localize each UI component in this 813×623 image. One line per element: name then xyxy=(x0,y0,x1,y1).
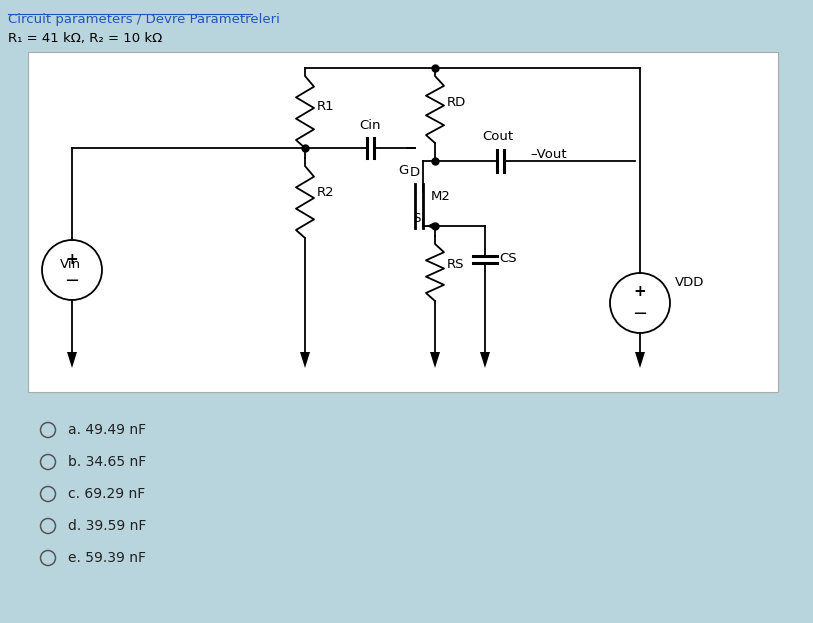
Text: R1: R1 xyxy=(317,100,335,113)
Text: CS: CS xyxy=(499,252,516,265)
Text: D: D xyxy=(410,166,420,179)
Polygon shape xyxy=(635,352,645,368)
Text: c. 69.29 nF: c. 69.29 nF xyxy=(68,487,146,501)
Text: b. 34.65 nF: b. 34.65 nF xyxy=(68,455,146,469)
Text: S: S xyxy=(414,211,421,224)
Text: d. 39.59 nF: d. 39.59 nF xyxy=(68,519,146,533)
Text: +: + xyxy=(66,252,78,267)
Text: VDD: VDD xyxy=(675,277,704,290)
Text: a. 49.49 nF: a. 49.49 nF xyxy=(68,423,146,437)
Text: −: − xyxy=(633,305,648,323)
Text: Circuit parameters / Devre Parametreleri: Circuit parameters / Devre Parametreleri xyxy=(8,13,280,26)
Text: Cin: Cin xyxy=(359,119,380,132)
FancyBboxPatch shape xyxy=(28,52,778,392)
Text: −: − xyxy=(64,272,80,290)
Text: e. 59.39 nF: e. 59.39 nF xyxy=(68,551,146,565)
Text: R₁ = 41 kΩ, R₂ = 10 kΩ: R₁ = 41 kΩ, R₂ = 10 kΩ xyxy=(8,32,163,45)
Text: Cout: Cout xyxy=(482,130,514,143)
Text: RS: RS xyxy=(447,257,464,270)
Polygon shape xyxy=(480,352,490,368)
Text: R2: R2 xyxy=(317,186,335,199)
Text: –Vout: –Vout xyxy=(530,148,567,161)
Polygon shape xyxy=(67,352,77,368)
Text: M2: M2 xyxy=(431,189,451,202)
Text: G: G xyxy=(398,164,408,177)
Text: RD: RD xyxy=(447,97,466,110)
Text: +: + xyxy=(633,285,646,300)
Polygon shape xyxy=(430,352,440,368)
Text: Vin: Vin xyxy=(59,259,80,272)
Polygon shape xyxy=(300,352,310,368)
